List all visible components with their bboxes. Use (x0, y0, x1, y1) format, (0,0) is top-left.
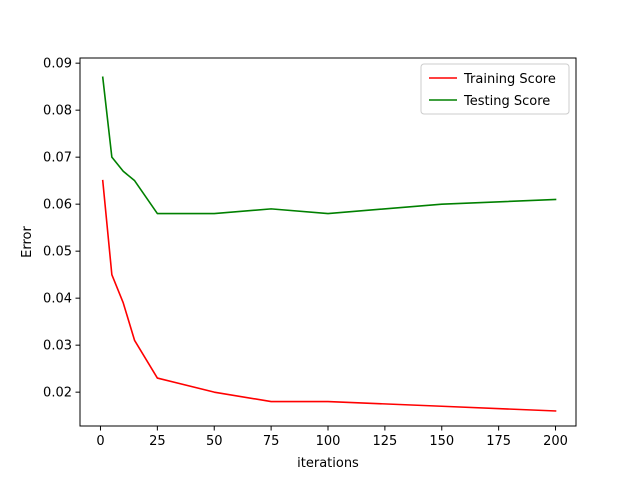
x-tick-label: 150 (429, 434, 454, 449)
x-tick-label: 200 (543, 434, 568, 449)
series-line-0 (101, 179, 557, 412)
y-tick-label: 0.06 (43, 198, 72, 213)
y-tick-label: 0.05 (43, 245, 72, 260)
x-tick-label: 100 (316, 434, 341, 449)
y-tick-label: 0.08 (43, 104, 72, 119)
legend-label: Testing Score (463, 94, 550, 109)
x-tick-label: 75 (263, 434, 280, 449)
x-tick-label: 175 (486, 434, 511, 449)
y-tick-label: 0.02 (43, 386, 72, 401)
y-axis: 0.02 0.03 0.04 0.05 0.06 0.07 0.08 0.09 (43, 57, 80, 401)
legend-box (420, 63, 570, 115)
y-tick-label: 0.09 (43, 57, 72, 72)
plot-area (101, 76, 557, 412)
x-axis: 0 25 50 75 100 125 150 175 200 (96, 426, 568, 449)
y-tick-label: 0.07 (43, 151, 72, 166)
x-axis-label: iterations (297, 456, 359, 471)
series-line-1 (101, 76, 557, 215)
legend-label: Training Score (463, 72, 556, 87)
legend: Training Score Testing Score (420, 63, 570, 115)
x-tick-label: 0 (96, 434, 104, 449)
x-tick-label: 50 (206, 434, 223, 449)
x-tick-label: 25 (149, 434, 166, 449)
y-axis-label: Error (20, 226, 35, 258)
axes-frame (79, 57, 577, 427)
x-tick-label: 125 (372, 434, 397, 449)
y-tick-label: 0.04 (43, 292, 72, 307)
y-tick-label: 0.03 (43, 339, 72, 354)
